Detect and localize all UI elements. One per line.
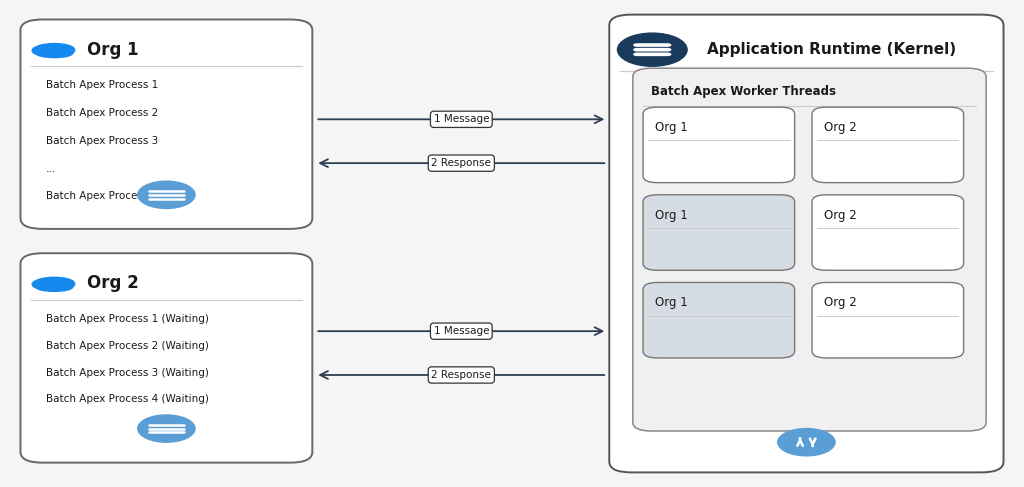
Text: Batch Apex Process 1: Batch Apex Process 1: [46, 80, 159, 90]
Text: Org 2: Org 2: [824, 297, 857, 309]
Ellipse shape: [34, 277, 75, 290]
FancyBboxPatch shape: [643, 195, 795, 270]
Text: Batch Apex Process 20,000: Batch Apex Process 20,000: [46, 191, 187, 201]
Text: Org 1: Org 1: [655, 209, 688, 222]
Circle shape: [617, 33, 687, 66]
FancyBboxPatch shape: [812, 282, 964, 358]
Text: Org 1: Org 1: [655, 297, 688, 309]
Text: 2 Response: 2 Response: [431, 158, 492, 168]
Text: Org 2: Org 2: [824, 209, 857, 222]
Text: Org 1: Org 1: [87, 41, 138, 58]
Text: 2 Response: 2 Response: [431, 370, 492, 380]
Ellipse shape: [59, 47, 75, 54]
FancyBboxPatch shape: [633, 68, 986, 431]
Text: ...: ...: [46, 164, 56, 173]
Text: Batch Apex Worker Threads: Batch Apex Worker Threads: [651, 85, 837, 98]
Ellipse shape: [34, 43, 75, 56]
Text: Org 2: Org 2: [87, 275, 139, 292]
Circle shape: [137, 415, 195, 442]
Circle shape: [778, 429, 836, 456]
Text: Org 2: Org 2: [824, 121, 857, 134]
Text: Batch Apex Process 4 (Waiting): Batch Apex Process 4 (Waiting): [46, 394, 209, 404]
FancyBboxPatch shape: [812, 195, 964, 270]
FancyBboxPatch shape: [643, 282, 795, 358]
Ellipse shape: [32, 46, 50, 55]
Ellipse shape: [59, 281, 75, 288]
FancyBboxPatch shape: [609, 15, 1004, 472]
Text: Batch Apex Process 3 (Waiting): Batch Apex Process 3 (Waiting): [46, 368, 209, 377]
Text: Application Runtime (Kernel): Application Runtime (Kernel): [707, 42, 955, 57]
FancyBboxPatch shape: [20, 253, 312, 463]
FancyBboxPatch shape: [20, 19, 312, 229]
FancyBboxPatch shape: [633, 53, 672, 56]
FancyBboxPatch shape: [633, 48, 672, 52]
Text: Batch Apex Process 1 (Waiting): Batch Apex Process 1 (Waiting): [46, 314, 209, 324]
Circle shape: [137, 181, 195, 208]
Text: Batch Apex Process 2: Batch Apex Process 2: [46, 108, 159, 118]
FancyBboxPatch shape: [643, 107, 795, 183]
Text: 1 Message: 1 Message: [433, 114, 489, 124]
FancyBboxPatch shape: [633, 43, 672, 47]
Text: Org 1: Org 1: [655, 121, 688, 134]
Text: 1 Message: 1 Message: [433, 326, 489, 336]
Ellipse shape: [36, 49, 73, 57]
Text: Batch Apex Process 2 (Waiting): Batch Apex Process 2 (Waiting): [46, 341, 209, 351]
Ellipse shape: [32, 280, 50, 289]
Text: Batch Apex Process 3: Batch Apex Process 3: [46, 136, 159, 146]
Ellipse shape: [36, 282, 73, 291]
FancyBboxPatch shape: [812, 107, 964, 183]
